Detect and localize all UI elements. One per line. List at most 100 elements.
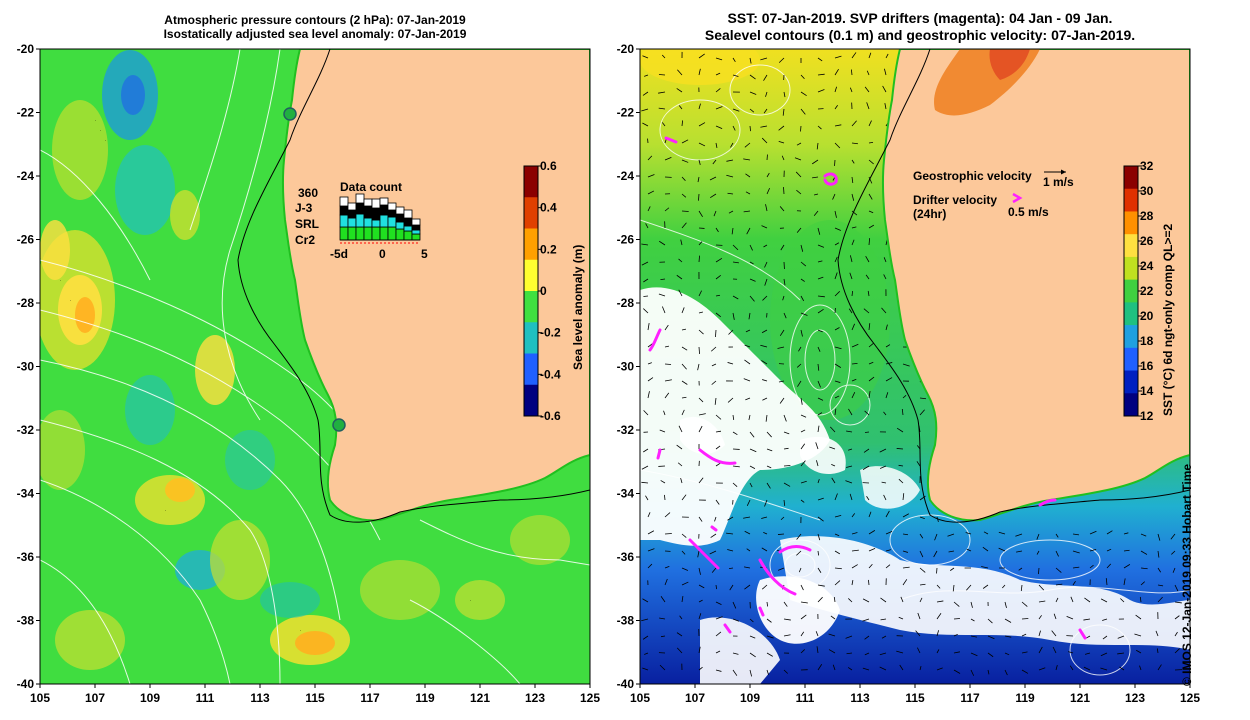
velocity-vector <box>658 293 666 297</box>
velocity-vector <box>664 379 672 382</box>
velocity-vector <box>783 312 787 319</box>
velocity-vector <box>800 244 804 252</box>
velocity-vector <box>817 380 821 388</box>
velocity-vector <box>1157 550 1160 558</box>
velocity-vector <box>868 343 874 348</box>
lon-tick-label: 117 <box>360 691 380 705</box>
velocity-vector <box>817 89 825 93</box>
velocity-vector <box>815 442 819 450</box>
velocity-vector <box>831 464 836 467</box>
velocity-vector <box>778 57 785 63</box>
velocity-vector <box>660 596 666 603</box>
velocity-vector <box>1038 646 1043 654</box>
velocity-vector <box>766 601 769 607</box>
colorbar-tick-label: 0.4 <box>540 201 557 215</box>
sat-label-j3: J-3 <box>295 201 313 215</box>
velocity-vector <box>885 510 890 518</box>
velocity-vector <box>868 159 874 165</box>
velocity-vector <box>846 430 853 433</box>
velocity-vector <box>1174 601 1182 604</box>
lon-tick-label: 113 <box>250 691 270 705</box>
velocity-vector <box>676 647 683 654</box>
colorbar-segment <box>524 384 538 417</box>
velocity-vector <box>981 566 989 569</box>
velocity-vector <box>868 120 872 127</box>
velocity-vector <box>763 244 768 248</box>
velocity-vector <box>779 329 785 337</box>
velocity-vector <box>834 408 837 416</box>
velocity-vector <box>883 411 887 416</box>
velocity-vector <box>676 632 683 637</box>
velocity-vector <box>765 414 768 422</box>
velocity-vector <box>1102 635 1108 640</box>
velocity-vector <box>1084 597 1091 603</box>
velocity-vector <box>970 601 973 608</box>
velocity-vector <box>762 295 768 301</box>
velocity-vector <box>715 294 721 297</box>
sat-label-360: 360 <box>298 186 318 200</box>
velocity-vector <box>834 514 842 518</box>
velocity-vector <box>713 210 717 217</box>
velocity-vector <box>715 142 718 149</box>
velocity-vector <box>1136 649 1142 654</box>
velocity-vector <box>664 324 669 331</box>
velocity-vector <box>883 257 887 263</box>
velocity-vector <box>879 448 887 453</box>
velocity-vector <box>966 584 972 591</box>
velocity-vector <box>698 193 700 201</box>
left-title-line1: Atmospheric pressure contours (2 hPa): 0… <box>164 13 466 27</box>
velocity-vector <box>1055 583 1063 586</box>
velocity-vector <box>1055 533 1059 538</box>
velocity-vector <box>641 261 649 266</box>
velocity-vector <box>917 647 921 654</box>
velocity-vector <box>1089 530 1097 535</box>
velocity-vector <box>866 496 870 501</box>
velocity-vector <box>919 597 923 603</box>
velocity-vector <box>865 256 870 263</box>
velocity-vector <box>715 257 723 263</box>
velocity-vector <box>800 295 805 302</box>
inset-xtick: -5d <box>330 247 348 261</box>
velocity-vector <box>1100 652 1108 657</box>
lat-tick-label: -34 <box>17 487 35 501</box>
velocity-vector <box>745 329 751 333</box>
data-count-inset: Data count 360 J-3 SRL Cr2 -5d 0 5 <box>295 180 428 261</box>
velocity-vector <box>1117 652 1125 655</box>
velocity-vector <box>714 516 717 522</box>
velocity-vector <box>1083 666 1091 671</box>
velocity-vector <box>796 533 802 540</box>
velocity-vector <box>761 547 768 552</box>
velocity-vector <box>919 409 925 416</box>
velocity-vector <box>1140 567 1148 570</box>
colorbar-segment <box>1124 393 1138 417</box>
velocity-vector <box>732 295 739 300</box>
velocity-vector <box>643 308 649 314</box>
velocity-vector <box>760 57 768 61</box>
velocity-vector <box>851 579 854 586</box>
velocity-vector <box>868 530 876 535</box>
velocity-vector <box>715 669 722 672</box>
velocity-vector <box>743 516 751 519</box>
velocity-vector <box>1052 646 1057 654</box>
velocity-vector <box>764 261 768 268</box>
colorbar-segment <box>1124 302 1138 326</box>
velocity-vector <box>726 532 734 535</box>
lon-tick-label: 113 <box>850 691 870 705</box>
velocity-vector <box>1038 615 1042 620</box>
velocity-vector <box>817 308 824 314</box>
velocity-vector <box>732 74 739 77</box>
velocity-vector <box>698 666 703 671</box>
velocity-vector <box>678 289 683 297</box>
velocity-vector <box>829 446 836 450</box>
velocity-vector <box>714 397 717 405</box>
velocity-vector <box>764 499 768 507</box>
velocity-vector <box>953 601 960 607</box>
velocity-vector <box>848 598 853 603</box>
velocity-vector <box>732 244 739 251</box>
inset-xtick: 0 <box>379 247 386 261</box>
velocity-vector <box>965 532 972 535</box>
velocity-vector <box>970 618 975 622</box>
lon-tick-label: 117 <box>960 691 980 705</box>
velocity-vector <box>766 431 772 438</box>
velocity-vector <box>882 85 887 93</box>
